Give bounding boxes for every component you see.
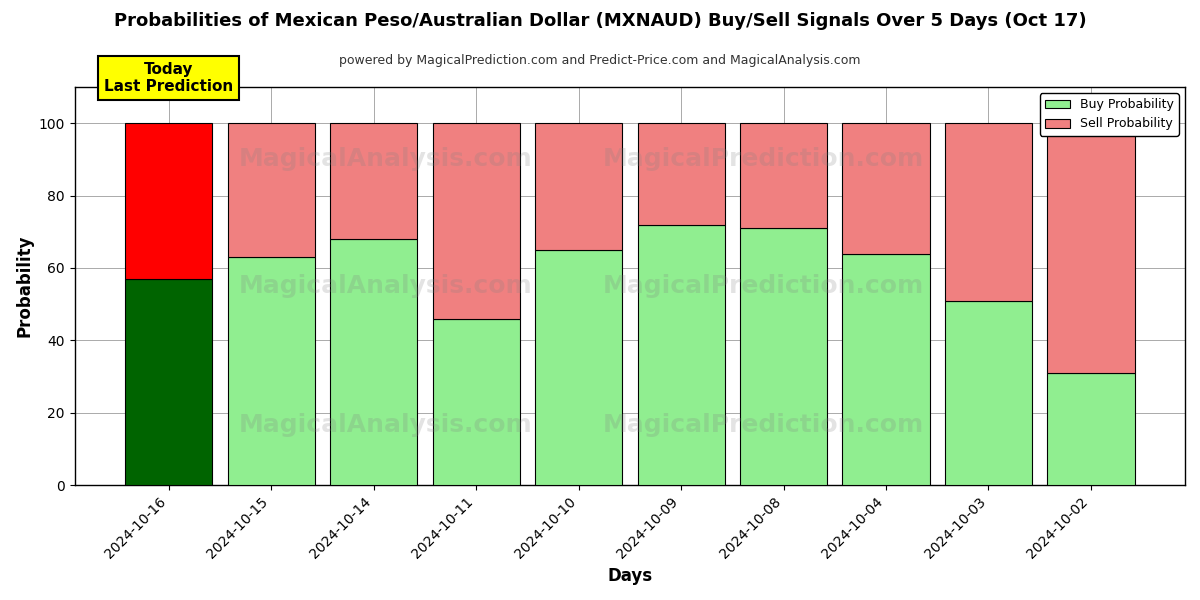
Bar: [228, 123, 314, 257]
Text: MagicalAnalysis.com: MagicalAnalysis.com: [239, 146, 533, 170]
Bar: [535, 250, 622, 485]
Text: MagicalPrediction.com: MagicalPrediction.com: [602, 274, 924, 298]
Bar: [432, 123, 520, 319]
Text: MagicalPrediction.com: MagicalPrediction.com: [602, 413, 924, 437]
Bar: [740, 123, 827, 228]
Legend: Buy Probability, Sell Probability: Buy Probability, Sell Probability: [1040, 93, 1178, 136]
Bar: [228, 257, 314, 485]
Bar: [1048, 373, 1134, 485]
Y-axis label: Probability: Probability: [16, 235, 34, 337]
Text: MagicalAnalysis.com: MagicalAnalysis.com: [239, 274, 533, 298]
Bar: [637, 123, 725, 224]
Text: Probabilities of Mexican Peso/Australian Dollar (MXNAUD) Buy/Sell Signals Over 5: Probabilities of Mexican Peso/Australian…: [114, 12, 1086, 30]
Bar: [125, 123, 212, 279]
Text: Today
Last Prediction: Today Last Prediction: [104, 62, 233, 94]
Bar: [637, 224, 725, 485]
Bar: [944, 123, 1032, 301]
Text: MagicalAnalysis.com: MagicalAnalysis.com: [239, 413, 533, 437]
Bar: [740, 228, 827, 485]
Bar: [535, 123, 622, 250]
Bar: [1048, 123, 1134, 373]
Bar: [432, 319, 520, 485]
Text: MagicalPrediction.com: MagicalPrediction.com: [602, 146, 924, 170]
Bar: [125, 279, 212, 485]
Text: powered by MagicalPrediction.com and Predict-Price.com and MagicalAnalysis.com: powered by MagicalPrediction.com and Pre…: [340, 54, 860, 67]
Bar: [330, 123, 418, 239]
Bar: [330, 239, 418, 485]
Bar: [842, 123, 930, 254]
Bar: [944, 301, 1032, 485]
Bar: [842, 254, 930, 485]
X-axis label: Days: Days: [607, 567, 653, 585]
